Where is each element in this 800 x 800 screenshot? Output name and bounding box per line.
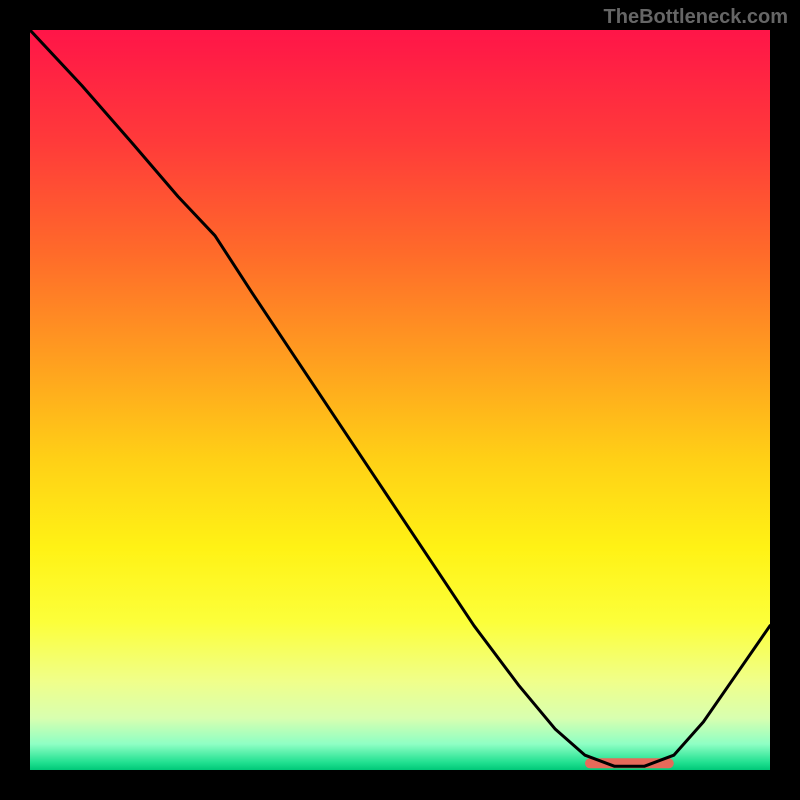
- curve-overlay: [30, 30, 770, 770]
- chart-plot-area: [30, 30, 770, 770]
- watermark-text: TheBottleneck.com: [604, 6, 788, 29]
- bottleneck-curve: [30, 30, 770, 766]
